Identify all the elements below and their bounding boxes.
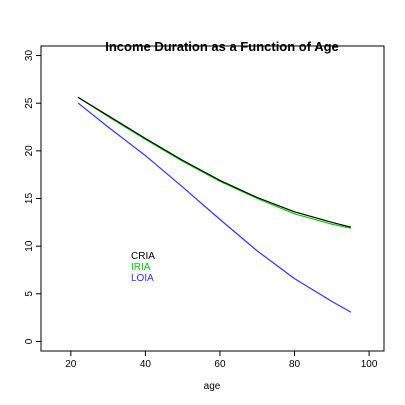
y-tick-label: 30 <box>24 50 35 62</box>
series-line-iria <box>77 96 351 229</box>
series-line-loia <box>77 102 351 313</box>
x-tick-label: 80 <box>289 359 301 370</box>
y-tick-label: 10 <box>24 240 35 252</box>
y-tick-label: 20 <box>24 145 35 157</box>
series-lines <box>77 96 351 313</box>
legend-entry-loia: LOIA <box>131 273 154 284</box>
legend-entry-cria: CRIA <box>131 251 155 262</box>
y-axis: 0 5 10 15 20 25 30 <box>24 50 41 344</box>
x-tick-label: 60 <box>214 359 226 370</box>
y-tick-label: 25 <box>24 97 35 109</box>
x-axis-label: age <box>204 381 221 392</box>
y-tick-label: 0 <box>24 338 35 344</box>
y-tick-label: 15 <box>24 193 35 205</box>
series-line-cria <box>77 96 351 228</box>
y-tick-label: 5 <box>24 291 35 297</box>
x-axis: 20 40 60 80 100 <box>65 351 378 370</box>
plot-frame <box>40 45 385 352</box>
x-tick-label: 40 <box>140 359 152 370</box>
x-tick-label: 100 <box>361 359 378 370</box>
legend-entry-iria: IRIA <box>131 262 151 273</box>
x-tick-label: 20 <box>65 359 77 370</box>
